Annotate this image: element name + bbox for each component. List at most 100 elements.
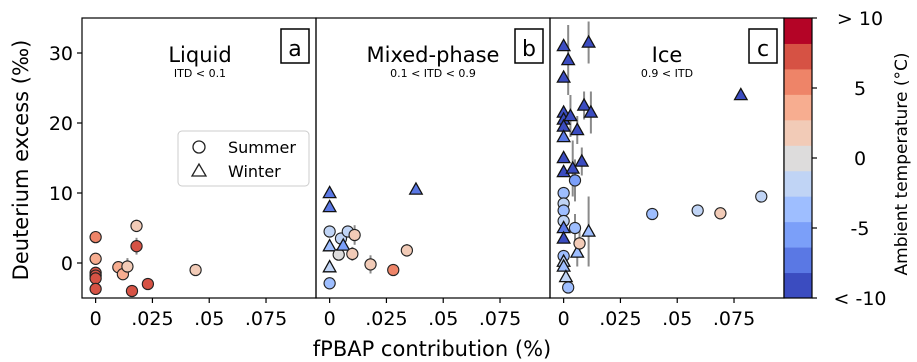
winter-point [556, 69, 572, 83]
colorbar-segment [784, 43, 812, 70]
winter-point [322, 185, 338, 199]
colorbar-segment [784, 272, 812, 299]
x-tick-label: .025 [131, 308, 173, 330]
colorbar-segment [784, 145, 812, 172]
x-tick-label: 0 [558, 308, 570, 330]
winter-point [408, 181, 424, 195]
summer-point [557, 186, 570, 200]
y-axis-label: Deuterium excess (‰) [9, 40, 33, 281]
summer-point [323, 225, 336, 238]
winter-point [565, 160, 581, 174]
panel-subtitle: 0.1 < ITD < 0.9 [390, 67, 476, 80]
colorbar-tick-label: 0 [854, 148, 866, 170]
winter-point [335, 237, 351, 251]
svg-text:c: c [757, 37, 769, 62]
panel-title: Mixed-phase [367, 43, 500, 67]
colorbar-tick-label: > 10 [837, 8, 883, 30]
x-tick-label: .05 [662, 308, 692, 330]
winter-point [322, 259, 338, 273]
winter-point [563, 108, 578, 122]
summer-point [89, 272, 102, 285]
x-tick-label: .025 [365, 308, 407, 330]
x-tick-label: .025 [599, 308, 641, 330]
winter-point [322, 238, 338, 252]
summer-point [125, 284, 139, 298]
x-tick-label: .075 [479, 308, 521, 330]
x-tick-label: 0 [90, 308, 102, 330]
summer-point [562, 281, 575, 294]
summer-point [89, 230, 102, 244]
summer-point [568, 221, 582, 235]
panel-title: Ice [652, 43, 683, 67]
panel-subtitle: ITD < 0.1 [174, 67, 226, 80]
summer-point [348, 228, 361, 242]
summer-point [121, 260, 134, 273]
colorbar-segment [784, 247, 812, 274]
winter-point [733, 87, 749, 101]
colorbar-segment [784, 119, 812, 146]
svg-text:a: a [288, 37, 301, 62]
summer-point [346, 247, 359, 261]
y-tick-label: 20 [49, 113, 73, 135]
winter-point [556, 150, 572, 164]
colorbar-segment [784, 18, 812, 44]
summer-point [323, 277, 336, 290]
summer-point [387, 263, 400, 277]
summer-point [130, 219, 143, 233]
summer-point [89, 252, 102, 265]
colorbar-tick-label: < -10 [834, 288, 887, 310]
summer-point [364, 258, 377, 271]
colorbar-segment [784, 68, 812, 95]
legend: Summer Winter [177, 130, 310, 187]
legend-label: Winter [228, 162, 281, 181]
panel-letter: a [280, 28, 310, 64]
colorbar-segment [784, 221, 812, 248]
colorbar-tick-label: 5 [854, 78, 866, 100]
summer-point [573, 237, 586, 250]
summer-point [130, 240, 143, 253]
panel-letter: b [514, 28, 544, 64]
y-tick-label: 30 [49, 43, 73, 65]
summer-point [141, 277, 155, 291]
colorbar-segment [784, 170, 812, 197]
legend-circle-icon [192, 140, 206, 154]
summer-point [755, 190, 768, 203]
x-axis-label: fPBAP contribution (%) [313, 337, 551, 361]
winter-point [322, 199, 338, 213]
winter-point [569, 122, 585, 136]
summer-point [691, 204, 704, 217]
summer-point [400, 244, 414, 257]
winter-point [556, 230, 572, 244]
winter-point [556, 38, 572, 52]
x-tick-label: .075 [245, 308, 287, 330]
colorbar-segment [784, 94, 812, 121]
x-tick-label: .05 [428, 308, 458, 330]
summer-point [89, 282, 102, 296]
y-tick-label: 10 [49, 183, 73, 205]
winter-point [556, 164, 572, 178]
summer-point [646, 207, 659, 221]
winter-point [556, 258, 572, 272]
colorbar: < -10 -5 0 5 > 10 [783, 8, 887, 310]
y-tick-label: 0 [61, 253, 73, 275]
x-tick-label: 0 [324, 308, 336, 330]
winter-point [574, 153, 590, 167]
winter-point [581, 34, 596, 48]
x-tick-label: .05 [194, 308, 224, 330]
colorbar-label: Ambient temperature (°C) [892, 53, 912, 276]
winter-point [583, 104, 599, 118]
summer-point [568, 174, 582, 187]
colorbar-segment [784, 196, 812, 223]
x-tick-label: .075 [713, 308, 755, 330]
winter-point [581, 223, 596, 237]
winter-point [576, 97, 592, 111]
winter-point [558, 269, 574, 283]
colorbar-tick-label: -5 [851, 218, 870, 240]
panel-title: Liquid [168, 43, 231, 67]
winter-point [569, 244, 585, 258]
panel-subtitle: 0.9 < ITD [641, 67, 693, 80]
